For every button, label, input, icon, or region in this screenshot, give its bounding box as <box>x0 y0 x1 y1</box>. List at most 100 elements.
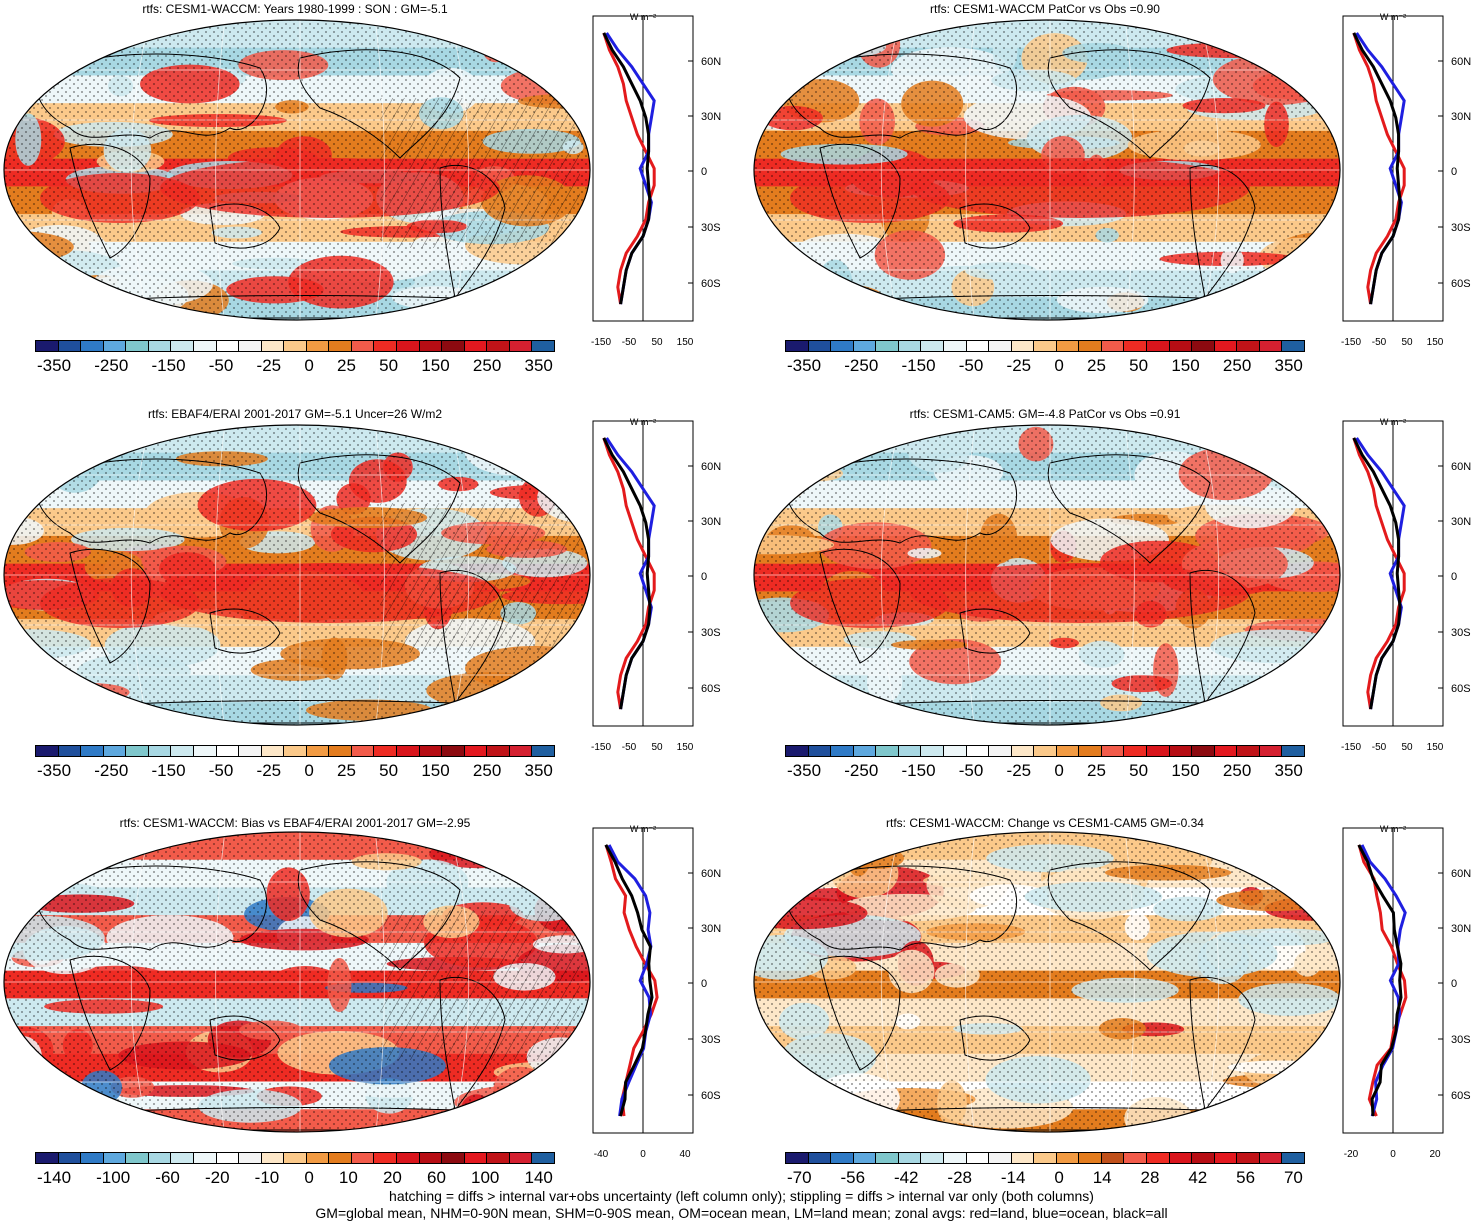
zonal-x-tick-label: -150 <box>1341 337 1361 348</box>
colorbar-swatch <box>852 746 876 756</box>
colorbar <box>785 340 1305 352</box>
zonal-average-plot: W m⁻² 60N 30N 0 30S 60S -20 0 20 <box>1342 824 1471 1160</box>
zonal-x-tick-label: -20 <box>1344 1149 1359 1160</box>
colorbar-swatch <box>965 746 989 756</box>
zonal-unit-label: W m⁻² <box>1380 417 1406 427</box>
lat-tick-label: 30N <box>701 516 721 528</box>
colorbar-swatch <box>147 341 171 351</box>
colorbar-tick-label: 25 <box>337 761 356 780</box>
lat-tick-label: 30N <box>701 111 721 123</box>
colorbar-swatch <box>396 746 419 756</box>
colorbar-tick-label: 250 <box>1222 356 1252 375</box>
colorbar-tick-label: 100 <box>471 1168 500 1187</box>
colorbar-swatch <box>125 341 148 351</box>
zonal-curve-all <box>1357 844 1403 1117</box>
colorbar-tick-label: 10 <box>338 1168 358 1187</box>
colorbar-swatch <box>328 746 351 756</box>
robinson-map <box>3 19 591 321</box>
lat-tick-label: 30N <box>1451 923 1471 935</box>
colorbar-tick-label: -50 <box>958 356 984 375</box>
colorbar-swatch <box>1146 746 1169 756</box>
colorbar-tick-label: -14 <box>1000 1168 1026 1187</box>
colorbar-tick-label: -150 <box>901 356 936 375</box>
colorbar-swatch <box>238 1153 261 1163</box>
zonal-curve-ocean <box>607 844 653 1117</box>
zonal-average-plot: W m⁻² 60N 30N 0 30S 60S -150 -50 50 150 <box>591 417 721 753</box>
colorbar-swatch <box>920 746 943 756</box>
colorbar-tick-label: -28 <box>947 1168 972 1187</box>
colorbar-swatch <box>463 341 487 351</box>
colorbar-swatch <box>1168 746 1192 756</box>
colorbar-swatch <box>373 1153 396 1163</box>
colorbar-swatch <box>1033 1153 1056 1163</box>
colorbar-swatch <box>80 1153 103 1163</box>
colorbar-swatch <box>170 1153 193 1163</box>
lat-tick-label: 60N <box>1451 461 1471 473</box>
colorbar-tick-label: -10 <box>254 1168 280 1187</box>
colorbar-swatch <box>920 1153 943 1163</box>
colorbar-tick-label: 150 <box>421 761 450 780</box>
zonal-x-tick-label: 150 <box>1427 742 1444 753</box>
colorbar-swatch <box>350 746 374 756</box>
colorbar-swatch <box>1010 341 1034 351</box>
colorbar-swatch <box>1078 341 1101 351</box>
colorbar-swatch <box>260 746 284 756</box>
colorbar-tick-label: 70 <box>1283 1168 1303 1187</box>
colorbar-swatch <box>192 341 216 351</box>
zonal-curve-land <box>602 437 656 710</box>
colorbar-swatch <box>192 746 216 756</box>
panel-5: rtfs: CESM1-WACCM: Bias vs EBAF4/ERAI 20… <box>0 812 740 1212</box>
colorbar-swatch <box>350 341 374 351</box>
colorbar-labels: -70 -56 -42 -28 -14 0 14 28 42 56 70 <box>787 1168 1303 1188</box>
zonal-curve-all <box>1352 437 1402 710</box>
zonal-x-tick-label: 150 <box>677 337 694 348</box>
colorbar-swatch <box>531 1153 554 1163</box>
colorbar-swatch <box>897 341 921 351</box>
colorbar-swatch <box>1281 746 1304 756</box>
panel-title: rtfs: CESM1-WACCM: Years 1980-1999 : SON… <box>142 2 448 16</box>
zonal-x-tick-label: -50 <box>622 742 637 753</box>
colorbar-swatch <box>260 1153 284 1163</box>
colorbar-tick-label: 25 <box>1087 761 1106 780</box>
colorbar-swatch <box>1191 1153 1214 1163</box>
colorbar-swatch <box>396 341 419 351</box>
colorbar-tick-label: 50 <box>379 356 399 375</box>
colorbar-swatch <box>875 1153 898 1163</box>
colorbar-swatch <box>418 1153 442 1163</box>
colorbar-tick-label: 350 <box>524 356 553 375</box>
lat-tick-label: 60S <box>701 683 721 695</box>
colorbar-tick-label: -250 <box>94 356 129 375</box>
colorbar-swatch <box>786 341 808 351</box>
lat-tick-label: 60N <box>701 56 721 68</box>
lat-tick-label: 60S <box>1451 1090 1471 1102</box>
colorbar-swatch <box>1055 341 1079 351</box>
colorbar-tick-label: -50 <box>208 356 234 375</box>
panel-title: rtfs: EBAF4/ERAI 2001-2017 GM=-5.1 Uncer… <box>147 407 443 421</box>
lat-tick-label: 30N <box>1451 516 1471 528</box>
colorbar-swatch <box>283 341 306 351</box>
robinson-map <box>753 19 1341 321</box>
colorbar-tick-label: -250 <box>844 761 879 780</box>
colorbar-swatch <box>1236 341 1259 351</box>
colorbar-labels: -140 -100 -60 -20 -10 0 10 20 60 100 140 <box>37 1168 553 1188</box>
zonal-x-tick-label: -150 <box>591 742 611 753</box>
colorbar-swatch <box>1236 746 1259 756</box>
colorbar-swatch <box>441 746 464 756</box>
lat-tick-label: 0 <box>701 571 707 583</box>
colorbar-swatch <box>875 746 898 756</box>
colorbar-swatch <box>192 1153 216 1163</box>
colorbar-swatch <box>508 341 532 351</box>
zonal-average-plot: W m⁻² 60N 30N 0 30S 60S -150 -50 50 150 <box>1341 417 1471 753</box>
colorbar-tick-label: -25 <box>256 761 282 780</box>
colorbar-tick-label: -42 <box>893 1168 919 1187</box>
colorbar-swatch <box>283 1153 306 1163</box>
colorbar-swatch <box>807 746 831 756</box>
colorbar-labels: -350 -250 -150 -50 -25 0 25 50 150 250 350 <box>787 356 1303 376</box>
colorbar-swatch <box>147 746 171 756</box>
colorbar-swatch <box>57 746 81 756</box>
lat-tick-label: 30S <box>701 627 721 639</box>
colorbar-tick-label: 0 <box>304 356 314 375</box>
colorbar-swatch <box>57 1153 81 1163</box>
colorbar-swatch <box>1281 1153 1304 1163</box>
colorbar-tick-label: -25 <box>256 356 282 375</box>
